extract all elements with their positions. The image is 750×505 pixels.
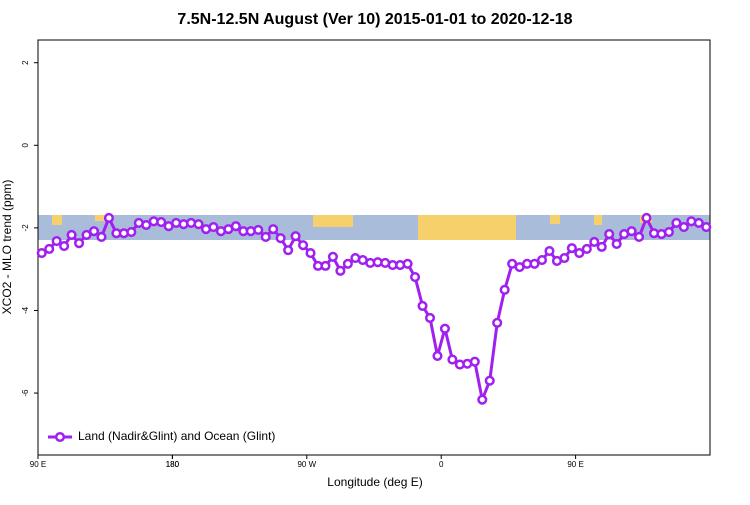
data-point xyxy=(59,241,70,252)
data-point xyxy=(230,221,241,232)
x-tick-label: 180 xyxy=(166,460,180,469)
series-line xyxy=(41,214,707,405)
data-point xyxy=(410,271,421,283)
data-point xyxy=(536,255,548,266)
data-point xyxy=(283,245,294,256)
data-point xyxy=(484,375,495,386)
data-point xyxy=(290,231,301,242)
data-point xyxy=(305,248,316,259)
data-point xyxy=(156,217,167,228)
data-point xyxy=(663,226,674,238)
x-axis-label: Longitude (deg E) xyxy=(327,475,422,489)
data-point xyxy=(417,300,428,311)
data-point xyxy=(44,243,55,254)
data-point xyxy=(566,243,577,254)
data-point xyxy=(604,229,615,240)
data-point xyxy=(260,231,271,243)
data-point xyxy=(589,236,600,247)
data-point xyxy=(581,243,592,254)
data-point xyxy=(141,219,152,231)
data-point xyxy=(402,258,413,269)
data-point xyxy=(469,356,480,367)
data-point xyxy=(641,212,652,224)
chart-title: 7.5N-12.5N August (Ver 10) 2015-01-01 to… xyxy=(177,11,572,28)
data-point xyxy=(268,224,279,235)
data-point xyxy=(51,236,62,247)
plot-frame xyxy=(37,39,711,456)
y-tick-label: -4 xyxy=(21,306,30,314)
y-tick-label: -2 xyxy=(21,224,30,232)
y-axis-label: XCO2 - MLO trend (ppm) xyxy=(0,180,14,315)
legend-marker xyxy=(54,431,66,443)
data-point xyxy=(574,248,585,259)
data-point xyxy=(298,240,309,251)
data-point xyxy=(74,238,85,249)
data-point xyxy=(208,222,219,233)
data-point xyxy=(96,231,107,243)
data-point xyxy=(103,212,114,224)
data-point xyxy=(126,226,137,238)
data-point xyxy=(611,238,622,250)
data-point xyxy=(342,258,353,269)
data-point xyxy=(193,219,204,230)
data-point xyxy=(701,222,712,233)
data-point xyxy=(432,350,443,361)
data-point xyxy=(66,229,77,240)
data-point xyxy=(447,354,458,365)
data-point xyxy=(88,226,100,237)
y-tick-label: 2 xyxy=(21,60,30,65)
data-point xyxy=(559,252,570,264)
data-point xyxy=(529,258,540,269)
data-point xyxy=(320,260,331,271)
data-point xyxy=(626,226,637,237)
y-tick-label: -6 xyxy=(21,389,30,397)
data-point xyxy=(671,217,682,228)
data-point xyxy=(678,222,689,233)
x-tick-label: 90 E xyxy=(30,460,46,469)
data-point xyxy=(81,229,92,240)
data-point xyxy=(693,217,704,228)
data-point xyxy=(275,233,286,244)
data-point xyxy=(544,245,555,257)
x-tick-label: 90 E xyxy=(567,460,583,469)
data-point xyxy=(499,284,510,295)
data-point xyxy=(492,317,503,328)
data-point xyxy=(335,265,346,276)
x-tick-label: 0 xyxy=(439,460,444,469)
y-tick-label: 0 xyxy=(21,143,30,148)
data-point xyxy=(424,312,436,323)
data-point xyxy=(477,394,488,405)
data-point xyxy=(439,323,450,334)
data-point xyxy=(36,248,47,259)
data-point xyxy=(634,231,645,243)
legend-label: Land (Nadir&Glint) and Ocean (Glint) xyxy=(78,429,275,443)
data-point xyxy=(596,241,607,252)
data-point xyxy=(327,251,338,262)
data-point xyxy=(253,224,264,236)
x-tick-label: 90 W xyxy=(297,460,316,469)
x-tick-label: 180 xyxy=(166,460,180,469)
